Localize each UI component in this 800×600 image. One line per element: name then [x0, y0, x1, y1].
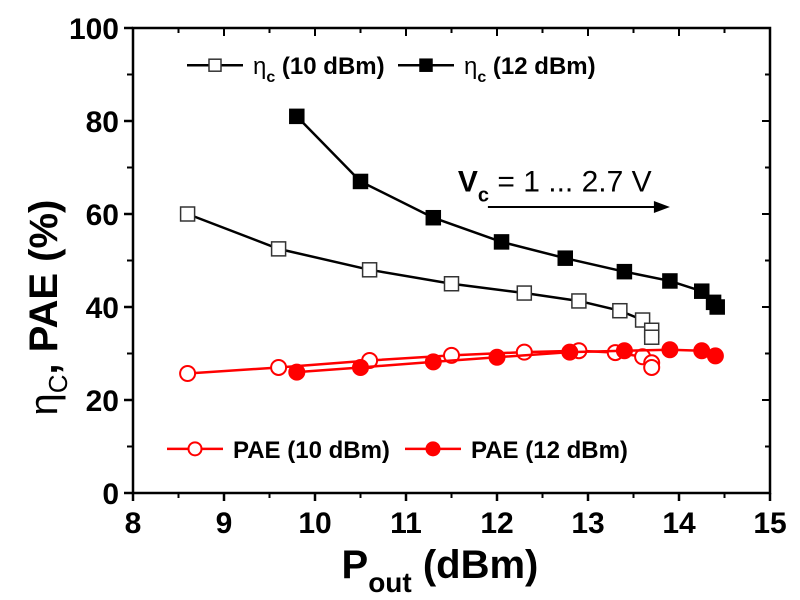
data-point: [488, 348, 506, 366]
data-point: [424, 353, 442, 371]
plot-frame: [131, 26, 772, 495]
y-tick-label: 0: [102, 478, 119, 511]
vc-annotation: Vc = 1 ... 2.7 V: [458, 165, 670, 214]
y-tick-label: 60: [86, 199, 119, 232]
y-title-rest: , PAE (%): [22, 200, 66, 375]
axis-titles: Pout (dBm) ηC, PAE (%): [22, 200, 538, 598]
x-tick-label: 10: [298, 507, 331, 540]
legend-label-main: PAE (10 dBm): [233, 437, 390, 464]
data-point: [709, 299, 725, 315]
vc-annotation-text: Vc = 1 ... 2.7 V: [458, 165, 652, 206]
x-tick-label: 9: [216, 507, 233, 540]
data-point: [288, 363, 306, 381]
legend-label: PAE (12 dBm): [471, 437, 628, 464]
x-title-unit: (dBm): [412, 543, 539, 587]
data-point: [616, 263, 633, 280]
x-title-main: P: [342, 543, 369, 587]
axes: 8 9 10 11 12 13 14 15 0 20 40 60 80 100: [69, 13, 787, 540]
legend-label-sub: c: [266, 69, 275, 86]
legend-entry: ηc (10 dBm): [187, 53, 385, 86]
legend-marker: [425, 441, 441, 457]
data-point: [662, 273, 678, 289]
legend-entry: PAE (12 dBm): [405, 437, 628, 464]
y-tick-label: 80: [86, 106, 119, 139]
legend-label-rest: (12 dBm): [486, 53, 595, 80]
data-point: [571, 293, 587, 309]
data-point: [516, 285, 533, 301]
y-tick-label: 100: [69, 13, 119, 46]
legend-entry: PAE (10 dBm): [167, 437, 390, 464]
data-point: [615, 342, 633, 360]
legend-label-main: PAE (12 dBm): [471, 437, 628, 464]
legend-label: ηc (12 dBm): [464, 53, 596, 86]
y-title-sub: C: [43, 374, 73, 393]
legend-label-main: η: [464, 53, 477, 80]
y-axis-title: ηC, PAE (%): [22, 200, 73, 416]
x-tick-label: 14: [662, 507, 696, 540]
series-3: [288, 341, 724, 381]
data-point: [289, 108, 305, 125]
data-point: [561, 343, 579, 361]
legend-entry: ηc (12 dBm): [398, 53, 596, 86]
legend-label-sub: c: [477, 69, 486, 86]
data-point: [694, 283, 710, 299]
data-point: [643, 329, 660, 345]
data-point: [270, 358, 288, 376]
x-tick-label: 15: [753, 507, 786, 540]
data-point: [179, 206, 196, 222]
vc-subscript: c: [478, 184, 489, 206]
x-tick-label: 13: [571, 507, 604, 540]
y-tick-label: 20: [86, 385, 119, 418]
legend-label: ηc (10 dBm): [253, 53, 385, 86]
series-0: [179, 206, 660, 345]
legend-marker: [419, 58, 433, 72]
data-point: [443, 276, 460, 292]
series-line: [187, 212, 653, 338]
data-point: [179, 364, 197, 382]
data-point: [612, 302, 628, 319]
x-tick-label: 12: [480, 507, 513, 540]
data-point: [706, 347, 724, 365]
data-point: [493, 234, 510, 250]
vc-symbol: V: [458, 165, 478, 198]
legend-marker: [208, 58, 222, 72]
data-point: [515, 343, 533, 361]
data-point: [425, 209, 442, 226]
legend-marker: [187, 441, 203, 457]
series-layer: [179, 108, 725, 382]
vc-range: = 1 ... 2.7 V: [489, 165, 652, 198]
data-point: [361, 262, 378, 278]
series-1: [289, 108, 725, 315]
legend-label: PAE (10 dBm): [233, 437, 390, 464]
data-point: [643, 358, 661, 376]
data-point: [557, 250, 573, 266]
data-point: [352, 358, 369, 376]
legend-label-main: η: [253, 53, 266, 80]
vc-arrow-head: [653, 201, 670, 214]
legend-label-rest: (10 dBm): [275, 53, 384, 80]
legends: ηc (10 dBm) ηc (12 dBm)PAE (10 dBm) PAE (1…: [167, 53, 628, 464]
data-point: [352, 173, 369, 190]
x-tick-label: 11: [390, 507, 422, 540]
y-tick-label: 40: [86, 292, 119, 325]
x-tick-label: 8: [125, 507, 142, 540]
data-point: [661, 341, 679, 359]
y-title-eta: η: [22, 393, 66, 415]
data-point: [270, 241, 287, 257]
x-axis-title: Pout (dBm): [342, 543, 539, 598]
series-2: [179, 342, 661, 382]
x-title-sub: out: [368, 567, 412, 598]
